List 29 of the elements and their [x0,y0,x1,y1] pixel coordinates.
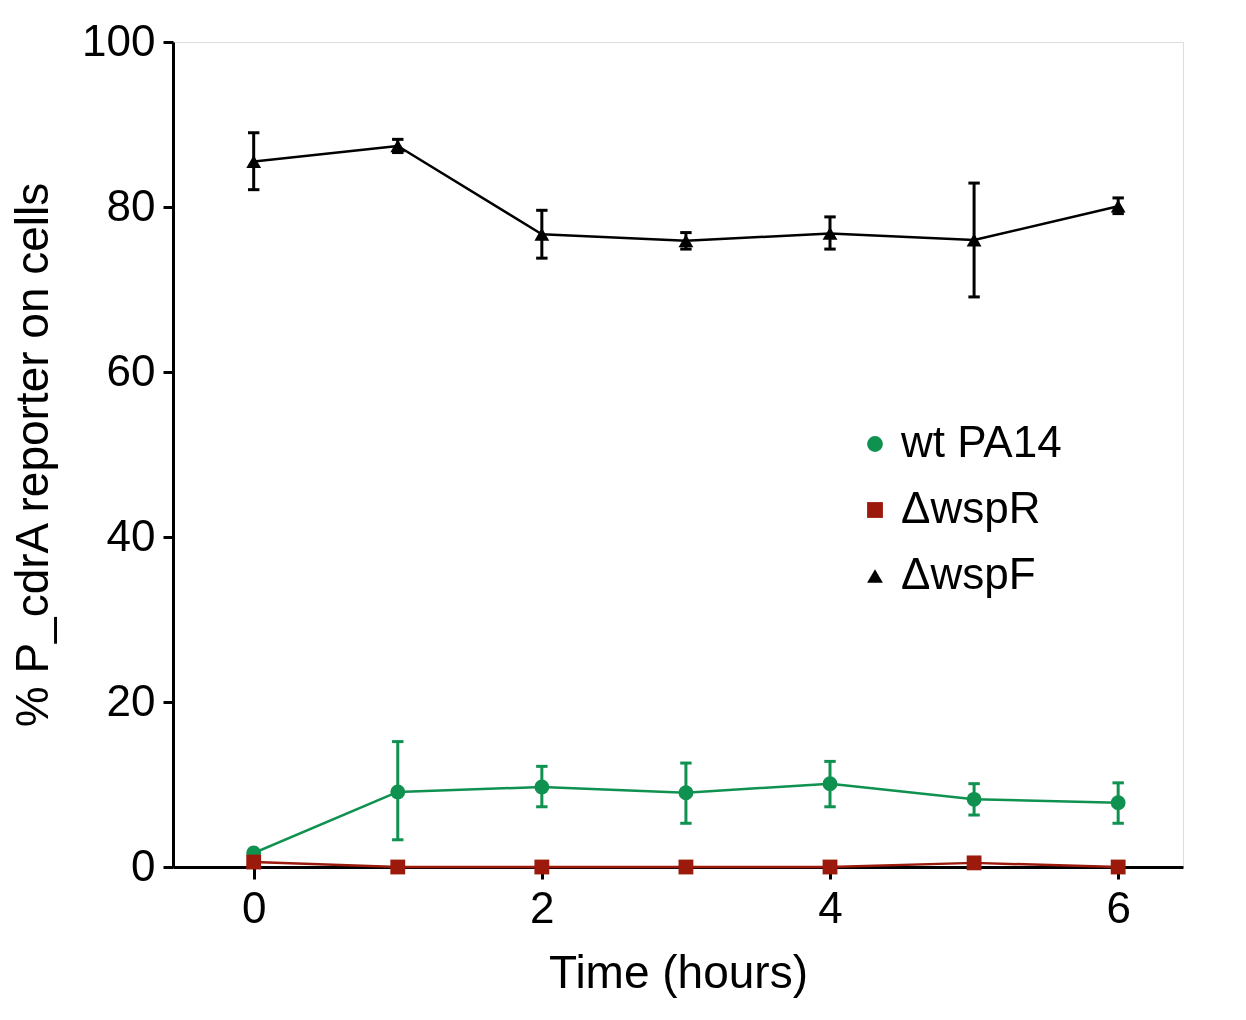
point [246,854,262,870]
point [966,233,982,247]
point [822,776,838,792]
y-tick-label: 20 [106,675,156,725]
legend-label: ΔwspF [901,549,1036,598]
point [1110,859,1126,875]
point [966,855,982,871]
x-axis-title: Time (hours) [549,945,808,998]
y-tick-label: 60 [106,345,156,395]
legend-label: wt PA14 [900,417,1062,466]
point [390,784,406,800]
x-tick-label: 4 [818,882,843,932]
y-axis-title: % P_cdrA reporter on cells [6,182,59,728]
y-tick-label: 80 [106,180,156,230]
point [1110,795,1126,811]
y-tick-label: 0 [131,840,156,890]
point [678,785,694,801]
point [966,791,982,807]
legend-label: ΔwspR [901,483,1041,532]
point [534,227,550,241]
point [534,779,550,795]
point [246,155,262,169]
x-tick-label: 6 [1106,882,1131,932]
point [534,859,550,875]
x-tick-label: 2 [530,882,555,932]
point [390,859,406,875]
y-tick-label: 40 [106,510,156,560]
y-tick-label: 100 [82,15,156,65]
x-tick-label: 0 [241,882,267,932]
